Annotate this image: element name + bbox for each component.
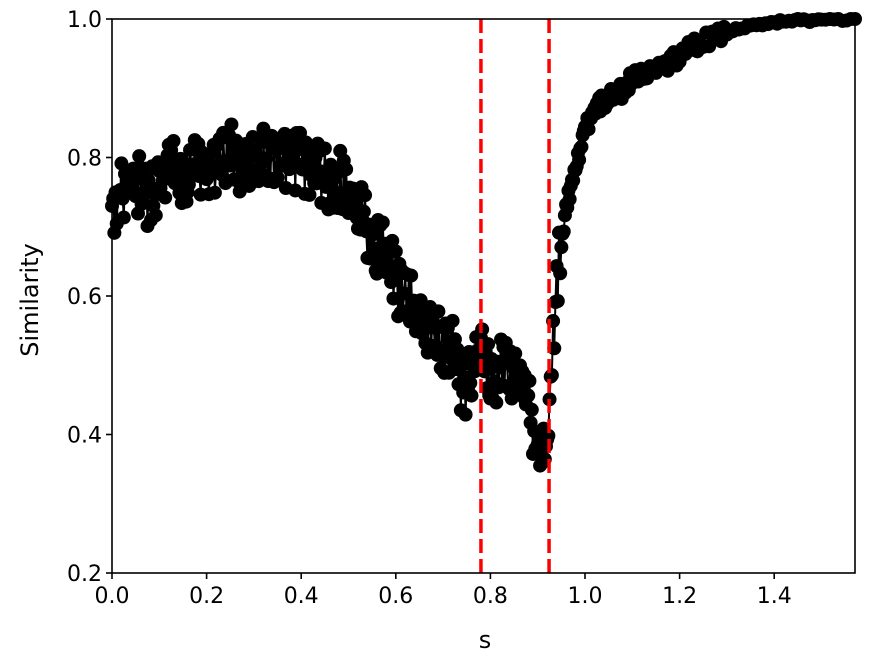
data-point [464, 388, 479, 403]
data-point [181, 177, 196, 192]
data-point [574, 139, 589, 154]
data-point [458, 407, 473, 422]
data-point [367, 241, 382, 256]
x-tick-label: 1.2 [662, 584, 697, 609]
data-point [358, 188, 373, 203]
data-point [489, 395, 504, 410]
plot-area [105, 12, 862, 573]
data-point [431, 304, 446, 319]
x-tick-label: 0.6 [378, 584, 413, 609]
data-point [481, 337, 496, 352]
data-point [134, 196, 149, 211]
y-tick-label: 0.4 [67, 424, 102, 449]
data-point [508, 346, 523, 361]
data-point [556, 224, 571, 239]
data-point [166, 133, 181, 148]
data-point [554, 240, 569, 255]
data-point [207, 185, 222, 200]
data-point [116, 210, 131, 225]
data-point [339, 162, 354, 177]
data-point [388, 244, 403, 259]
x-tick-label: 0.0 [95, 584, 130, 609]
data-point [522, 373, 537, 388]
x-axis-label: s [479, 626, 492, 654]
y-tick-label: 0.2 [67, 562, 102, 587]
data-point [270, 170, 285, 185]
y-axis-label: Similarity [16, 243, 44, 356]
axes-frame [111, 18, 856, 574]
data-point [553, 266, 568, 281]
y-tick-label: 0.8 [67, 147, 102, 172]
data-point [258, 151, 273, 166]
data-point [521, 388, 536, 403]
data-point [386, 291, 401, 306]
data-point [317, 141, 332, 156]
axes: 0.0 0.2 0.4 0.6 0.8 1.0 1.2 1.40.20.40.60.81.0 [67, 8, 856, 609]
data-point [572, 152, 587, 167]
data-point [397, 286, 412, 301]
x-tick-label: 0.8 [473, 584, 508, 609]
data-point [224, 117, 239, 132]
data-point [445, 313, 460, 328]
data-point [581, 122, 596, 137]
x-tick-label: 0.4 [284, 584, 319, 609]
data-point [158, 190, 173, 205]
data-point [132, 149, 147, 164]
data-point [356, 204, 371, 219]
y-tick-label: 1.0 [67, 8, 102, 33]
data-point [544, 368, 559, 383]
data-point [562, 192, 577, 207]
data-point [524, 402, 539, 417]
data-point [302, 187, 317, 202]
y-tick-label: 0.6 [67, 285, 102, 310]
data-point [385, 233, 400, 248]
data-point [404, 268, 419, 283]
x-tick-label: 1.0 [568, 584, 603, 609]
data-point [375, 215, 390, 230]
data-point [463, 375, 478, 390]
x-tick-label: 0.2 [189, 584, 224, 609]
x-tick-label: 1.4 [757, 584, 792, 609]
data-point [148, 208, 163, 223]
data-point [541, 428, 556, 443]
data-point [550, 294, 565, 309]
